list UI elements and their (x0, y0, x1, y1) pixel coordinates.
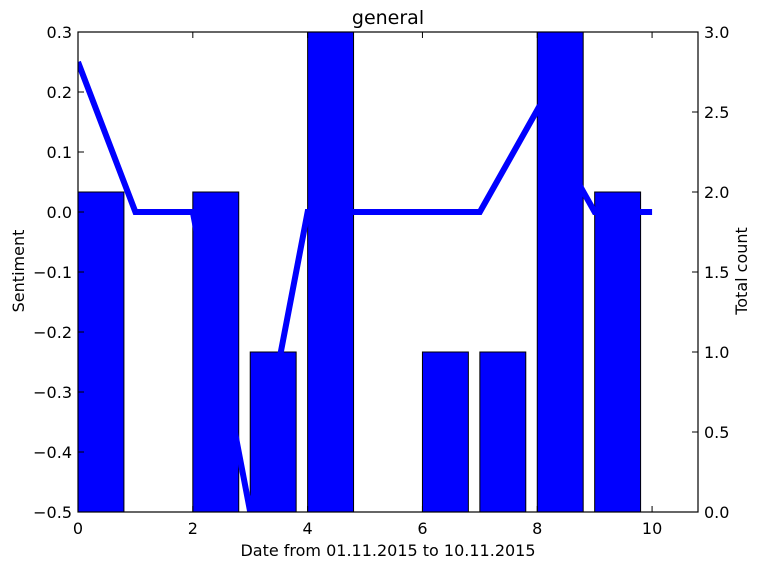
left-y-axis-label: Sentiment (9, 230, 28, 313)
right-y-tick-label: 1.0 (704, 343, 729, 362)
x-tick-label: 8 (532, 519, 542, 538)
left-y-tick-label: −0.1 (33, 263, 72, 282)
right-y-tick-label: 0.0 (704, 503, 729, 522)
left-y-tick-label: −0.4 (33, 443, 72, 462)
x-tick-label: 0 (73, 519, 83, 538)
bar (479, 351, 527, 512)
axes-layer: 0 2 4 6 8 10 0.3 0.2 0.1 0.0 −0.1 −0.2 −0.3 −0.4 −0.5 3… (33, 23, 729, 538)
right-y-tick-label: 0.5 (704, 423, 729, 442)
left-y-tick-label: 0.3 (47, 23, 72, 42)
bar (536, 32, 584, 512)
bars-layer (78, 32, 642, 512)
left-y-tick-label: −0.3 (33, 383, 72, 402)
left-y-tick-label: 0.1 (47, 143, 72, 162)
bar (421, 351, 469, 512)
left-y-tick-label: −0.2 (33, 323, 72, 342)
right-y-tick-label: 1.5 (704, 263, 729, 282)
x-axis-label: Date from 01.11.2015 to 10.11.2015 (240, 541, 535, 560)
sentiment-line (78, 60, 653, 512)
line-layer (78, 60, 653, 512)
x-tick-label: 2 (188, 519, 198, 538)
chart-title: general (352, 7, 424, 29)
left-y-tick-label: −0.5 (33, 503, 72, 522)
left-y-tick-label: 0.0 (47, 203, 72, 222)
bar (307, 32, 355, 512)
right-y-tick-label: 2.5 (704, 103, 729, 122)
x-tick-label: 4 (303, 519, 313, 538)
x-tick-label: 10 (642, 519, 662, 538)
x-tick-label: 6 (417, 519, 427, 538)
right-y-tick-label: 2.0 (704, 183, 729, 202)
right-y-tick-label: 3.0 (704, 23, 729, 42)
bar (78, 191, 125, 512)
bar (594, 191, 642, 512)
left-y-tick-label: 0.2 (47, 83, 72, 102)
right-y-axis-label: Total count (732, 227, 751, 316)
